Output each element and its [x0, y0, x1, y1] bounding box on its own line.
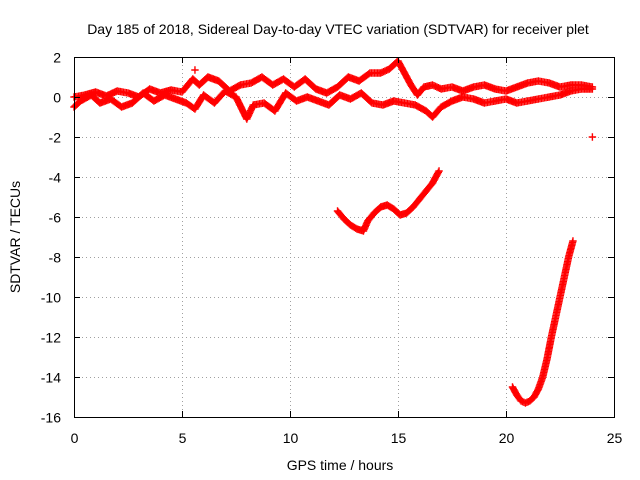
plot-frame [74, 57, 615, 418]
data-point [588, 85, 597, 93]
data-point [569, 237, 577, 245]
x-tick-label: 15 [391, 430, 407, 446]
data-point [435, 167, 443, 175]
data-point [365, 70, 373, 78]
y-axis-label: SDTVAR / TECUs [7, 181, 23, 293]
y-tick-label: -12 [41, 330, 61, 346]
x-axis-label: GPS time / hours [287, 457, 394, 473]
x-tick-labels: 0 5 10 15 20 25 [71, 430, 623, 446]
y-tick-labels: 2 0 -2 -4 -6 -8 -10 -12 -14 -16 [41, 50, 61, 426]
x-tick-label: 0 [71, 430, 79, 446]
y-tick-label: -6 [49, 210, 62, 226]
series [333, 167, 443, 235]
grid [74, 57, 614, 417]
data-point [191, 66, 199, 74]
series [70, 57, 597, 101]
series [70, 85, 597, 123]
data-points [70, 57, 597, 407]
y-tick-label: 0 [53, 90, 61, 106]
x-tick-label: 5 [179, 430, 187, 446]
y-tick-label: -8 [49, 250, 62, 266]
y-tick-label: 2 [53, 50, 61, 66]
y-tick-label: -10 [41, 290, 61, 306]
series [508, 237, 577, 407]
y-tick-label: -14 [41, 370, 61, 386]
x-tick-label: 20 [499, 430, 515, 446]
y-tick-label: -4 [49, 170, 62, 186]
x-tick-label: 25 [607, 430, 623, 446]
series [191, 66, 597, 141]
y-tick-label: -2 [49, 130, 62, 146]
y-tick-label: -16 [41, 410, 61, 426]
data-point [588, 133, 597, 141]
x-tick-label: 10 [283, 430, 299, 446]
chart-title: Day 185 of 2018, Sidereal Day-to-day VTE… [87, 21, 589, 37]
axis-ticks [74, 57, 615, 418]
